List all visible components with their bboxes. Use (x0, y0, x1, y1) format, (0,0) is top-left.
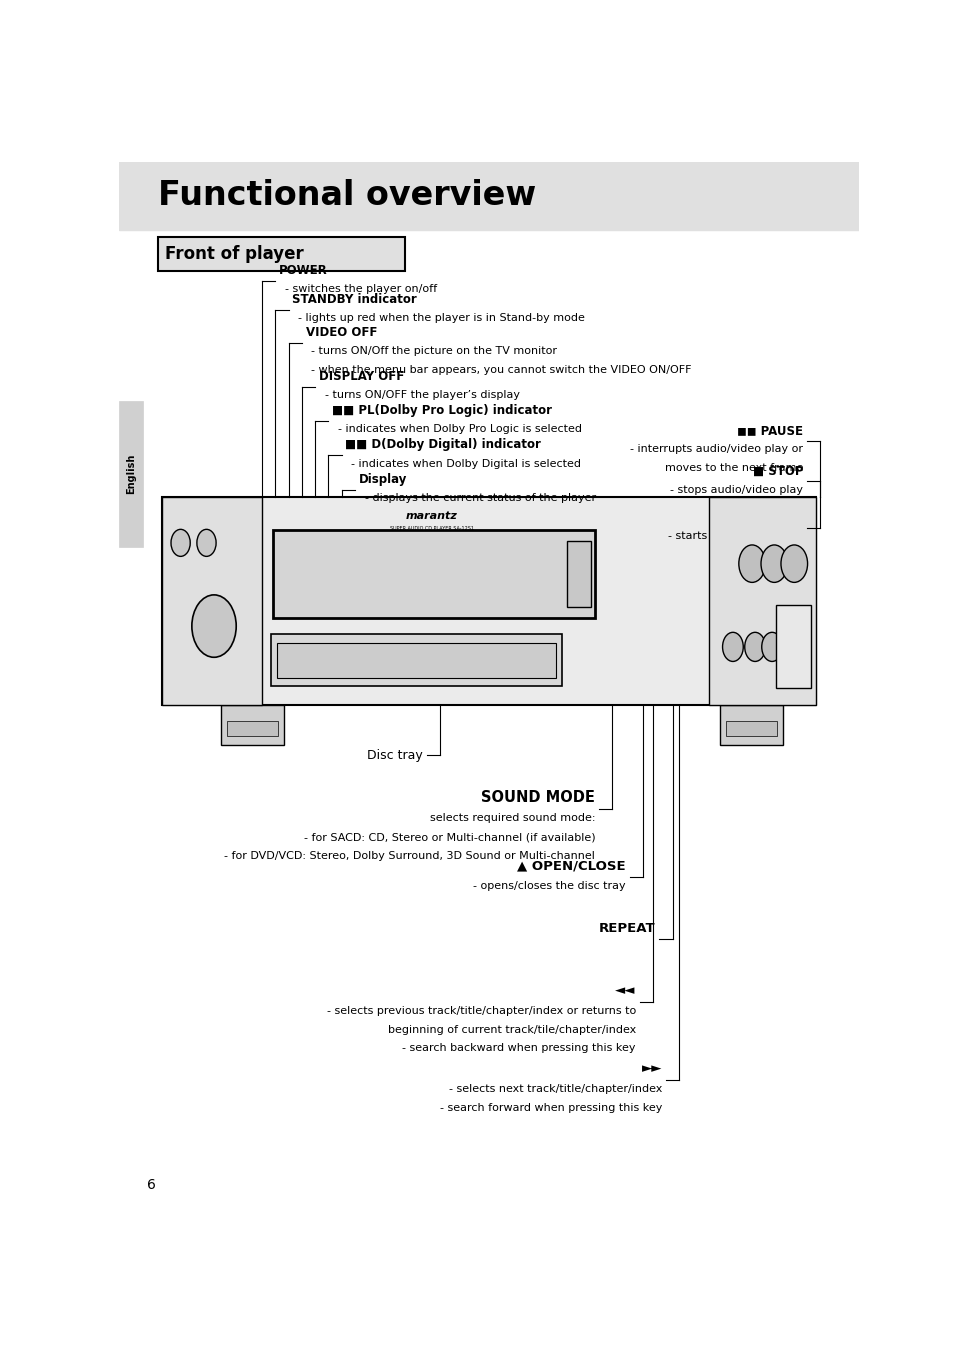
Text: - opens/closes the disc tray: - opens/closes the disc tray (473, 881, 625, 890)
Circle shape (744, 632, 764, 662)
Text: dts: dts (204, 661, 212, 666)
Text: - stops audio/video play: - stops audio/video play (669, 485, 802, 494)
Text: SUPER AUDIO CD PLAYER SA-12S1: SUPER AUDIO CD PLAYER SA-12S1 (390, 526, 474, 531)
Text: - selects previous track/title/chapter/index or returns to: - selects previous track/title/chapter/i… (326, 1005, 636, 1016)
Bar (162, 497, 816, 705)
Text: beginning of current track/tile/chapter/index: beginning of current track/tile/chapter/… (387, 1024, 636, 1035)
Circle shape (192, 594, 236, 658)
Bar (566, 540, 591, 608)
Circle shape (738, 544, 764, 582)
Text: Front of player: Front of player (165, 245, 303, 263)
Text: - indicates when Dolby Pro Logic is selected: - indicates when Dolby Pro Logic is sele… (337, 424, 581, 434)
Bar (119, 401, 143, 547)
Circle shape (171, 530, 190, 557)
Text: - switches the player on/off: - switches the player on/off (285, 284, 436, 293)
Text: - displays the current status of the player: - displays the current status of the pla… (364, 493, 596, 503)
Text: ◼◼ PAUSE: ◼◼ PAUSE (737, 424, 802, 436)
Circle shape (196, 530, 216, 557)
Text: DOLBY: DOLBY (176, 661, 193, 666)
Bar (271, 635, 561, 686)
Text: - turns ON/Off the picture on the TV monitor: - turns ON/Off the picture on the TV mon… (311, 346, 557, 357)
Circle shape (781, 544, 807, 582)
Text: ■ STOP: ■ STOP (752, 465, 802, 477)
Bar (227, 720, 278, 736)
Text: TruSurround: TruSurround (229, 661, 258, 666)
Text: Disc tray: Disc tray (367, 748, 423, 762)
Text: - interrupts audio/video play or: - interrupts audio/video play or (630, 444, 802, 454)
Text: ► PLAY: ► PLAY (757, 511, 802, 524)
Text: marantz: marantz (406, 511, 457, 521)
Text: DVD: DVD (781, 638, 804, 647)
Text: - selects next track/title/chapter/index: - selects next track/title/chapter/index (448, 1084, 661, 1094)
Text: SUPER AUDIO CD: SUPER AUDIO CD (386, 658, 446, 663)
Text: - turns ON/OFF the player’s display: - turns ON/OFF the player’s display (324, 390, 519, 400)
Bar (725, 720, 777, 736)
Text: - starts audio/video play: - starts audio/video play (667, 531, 802, 542)
Text: ◄◄: ◄◄ (615, 985, 636, 997)
Bar (276, 643, 555, 678)
Circle shape (760, 632, 781, 662)
Text: SUPER
AUDIO
CD: SUPER AUDIO CD (572, 563, 586, 577)
Text: ►►: ►► (640, 1062, 661, 1075)
Bar (221, 705, 284, 744)
Text: STANDBY indicator: STANDBY indicator (292, 293, 416, 305)
Text: - search forward when pressing this key: - search forward when pressing this key (439, 1102, 661, 1112)
Text: 10:20:9: 10:20:9 (440, 561, 517, 578)
Bar (157, 236, 405, 272)
Bar (708, 497, 816, 705)
Bar (162, 497, 262, 705)
Circle shape (721, 632, 742, 662)
Text: selects required sound mode:: selects required sound mode: (430, 813, 595, 823)
Text: Display: Display (358, 473, 407, 485)
Text: REPEAT: REPEAT (598, 921, 655, 935)
Text: 5- 12: 5- 12 (292, 561, 346, 578)
Bar (720, 705, 782, 744)
Text: ▲ OPEN/CLOSE: ▲ OPEN/CLOSE (517, 859, 625, 873)
Circle shape (778, 632, 799, 662)
Text: Functional overview: Functional overview (157, 180, 536, 212)
Text: - when the menu bar appears, you cannot switch the VIDEO ON/OFF: - when the menu bar appears, you cannot … (311, 365, 691, 376)
Text: SOUND MODE: SOUND MODE (481, 790, 595, 805)
Text: VIDEO OFF: VIDEO OFF (305, 326, 376, 339)
Text: - for DVD/VCD: Stereo, Dolby Surround, 3D Sound or Multi-channel: - for DVD/VCD: Stereo, Dolby Surround, 3… (224, 851, 595, 861)
Bar (775, 605, 810, 689)
Text: POWER: POWER (278, 263, 328, 277)
Text: 6: 6 (147, 1178, 156, 1192)
Text: moves to the next frame: moves to the next frame (664, 463, 802, 473)
Bar (273, 531, 595, 617)
Text: - lights up red when the player is in Stand-by mode: - lights up red when the player is in St… (298, 313, 584, 323)
Text: DISPLAY OFF: DISPLAY OFF (318, 370, 404, 382)
Bar (119, 162, 858, 230)
Text: ■■ D(Dolby Digital) indicator: ■■ D(Dolby Digital) indicator (345, 438, 540, 451)
Text: - for SACD: CD, Stereo or Multi-channel (if available): - for SACD: CD, Stereo or Multi-channel … (303, 832, 595, 842)
Text: - indicates when Dolby Digital is selected: - indicates when Dolby Digital is select… (351, 458, 580, 469)
Text: - search backward when pressing this key: - search backward when pressing this key (402, 1043, 636, 1054)
Text: ■■ PL(Dolby Pro Logic) indicator: ■■ PL(Dolby Pro Logic) indicator (332, 404, 552, 417)
Circle shape (760, 544, 787, 582)
Text: English: English (126, 454, 136, 494)
